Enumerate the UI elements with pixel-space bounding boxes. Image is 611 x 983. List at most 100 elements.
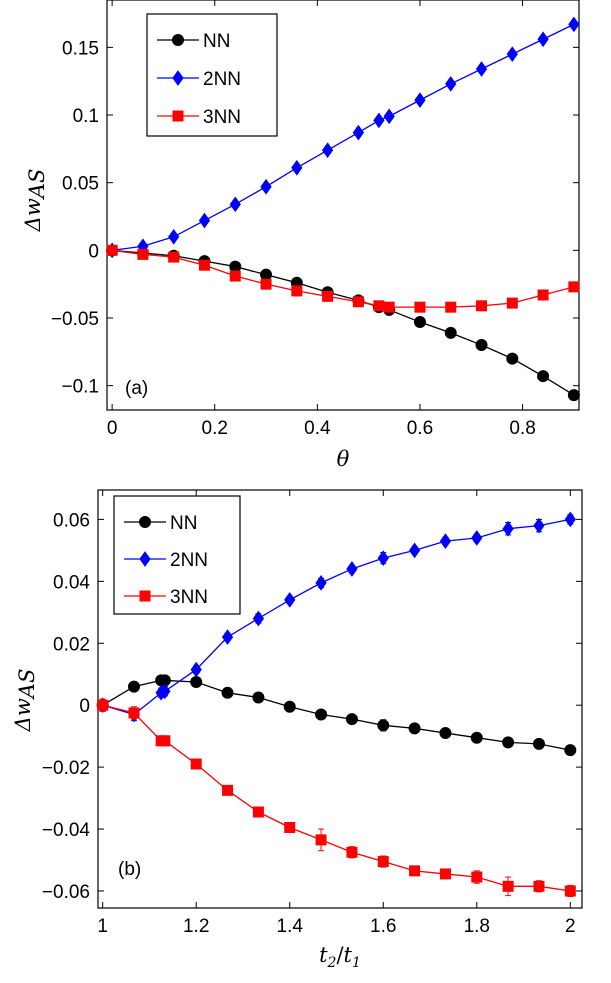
data-point xyxy=(506,352,519,365)
series-line-NN xyxy=(102,679,571,751)
y-tick-label: −0.1 xyxy=(61,377,99,398)
y-tick-label: −0.02 xyxy=(42,758,90,779)
data-point xyxy=(168,228,180,245)
data-point xyxy=(537,370,550,383)
data-point xyxy=(476,300,488,312)
panel-label: (b) xyxy=(118,859,141,880)
data-point xyxy=(260,278,272,290)
legend-label-3NN: 3NN xyxy=(203,107,241,128)
legend-marker-2NN xyxy=(139,551,151,567)
y-axis-label-sub: AS xyxy=(15,669,39,701)
data-point xyxy=(470,731,483,744)
legend-marker-3NN xyxy=(139,590,151,602)
data-point xyxy=(445,76,457,92)
data-point xyxy=(283,700,296,713)
data-point xyxy=(475,339,488,352)
y-axis-ticks: 0.06 0.04 0.02 0 −0.02 −0.04 −0.06 xyxy=(42,510,582,903)
data-point xyxy=(568,281,580,293)
data-point xyxy=(346,846,358,858)
legend-marker-2NN xyxy=(172,70,184,86)
legend-marker-3NN xyxy=(172,110,184,122)
series-line-NN xyxy=(112,249,575,396)
y-tick-label: 0.02 xyxy=(53,634,90,655)
legend-label-NN: NN xyxy=(170,513,197,534)
plot-area xyxy=(106,16,580,402)
data-point xyxy=(260,178,272,195)
data-point xyxy=(414,92,426,108)
data-point xyxy=(291,159,303,176)
x-axis-ticks: 0 0.2 0.4 0.6 0.8 xyxy=(107,0,536,439)
data-point xyxy=(377,550,389,566)
data-point xyxy=(383,301,395,313)
data-point xyxy=(346,561,358,577)
data-point xyxy=(532,737,545,750)
y-axis-label: ΔwAS xyxy=(11,669,39,733)
data-point xyxy=(564,885,576,897)
x-tick-label: 2 xyxy=(565,916,576,937)
series-3NN xyxy=(106,244,580,313)
x-tick-label: 1 xyxy=(97,916,108,937)
data-point xyxy=(97,699,109,711)
data-point xyxy=(471,530,483,546)
data-point xyxy=(564,744,577,757)
data-point xyxy=(252,806,264,818)
data-point xyxy=(315,834,327,846)
legend-entries: NN 2NN 3NN xyxy=(157,31,241,128)
data-point xyxy=(252,610,265,627)
data-point xyxy=(159,735,171,747)
data-point xyxy=(345,713,358,726)
y-axis-label: ΔwAS xyxy=(21,169,49,233)
data-point xyxy=(322,290,334,302)
legend-label-3NN: 3NN xyxy=(170,587,208,608)
legend-label-2NN: 2NN xyxy=(170,550,208,571)
data-point xyxy=(439,727,452,740)
legend-marker-NN xyxy=(172,34,184,46)
data-point xyxy=(128,680,141,693)
data-point xyxy=(352,124,365,141)
y-axis-ticks: 0.15 0.1 0.05 0 −0.05 −0.1 xyxy=(51,38,579,398)
data-point xyxy=(502,736,515,749)
legend-marker-NN xyxy=(139,516,151,528)
y-tick-label: 0.06 xyxy=(53,510,90,531)
x-tick-label: 1.2 xyxy=(183,916,209,937)
data-point xyxy=(260,268,273,281)
data-point xyxy=(439,533,452,549)
x-axis-ticks: 1 1.2 1.4 1.6 1.8 2 xyxy=(97,490,576,937)
data-point xyxy=(408,542,421,559)
data-point xyxy=(229,270,241,282)
plot-area xyxy=(96,511,577,898)
data-point xyxy=(168,251,180,263)
y-tick-label: −0.04 xyxy=(42,820,91,841)
data-point xyxy=(377,719,390,732)
data-point xyxy=(502,880,514,892)
y-axis-label-main: Δw xyxy=(21,198,45,232)
x-tick-label: 1.4 xyxy=(277,916,304,937)
data-point xyxy=(414,301,426,313)
x-tick-label: 0.8 xyxy=(509,418,535,439)
data-point xyxy=(439,868,451,880)
axes-frame xyxy=(97,489,583,909)
y-tick-label: 0.15 xyxy=(62,38,99,59)
legend-entries: NN 2NN 3NN xyxy=(124,513,208,608)
series-line-3NN xyxy=(112,249,575,308)
data-point xyxy=(221,686,234,699)
data-point xyxy=(506,46,518,62)
x-tick-label: 0 xyxy=(107,418,118,439)
data-point xyxy=(221,629,234,645)
data-point xyxy=(229,260,242,273)
y-tick-label: 0 xyxy=(79,696,90,717)
data-point xyxy=(537,31,549,48)
x-axis-label-num-sub: 2 xyxy=(327,955,337,971)
x-axis-label-den-sub: 1 xyxy=(352,955,361,971)
data-point xyxy=(567,389,580,402)
data-point xyxy=(383,108,395,125)
data-point xyxy=(128,707,140,719)
data-point xyxy=(315,708,328,721)
data-point xyxy=(291,285,303,297)
y-tick-label: 0.05 xyxy=(62,174,99,195)
axes-frame xyxy=(106,0,580,411)
y-tick-label: −0.05 xyxy=(51,309,99,330)
data-point xyxy=(198,259,210,271)
data-point xyxy=(190,675,203,688)
